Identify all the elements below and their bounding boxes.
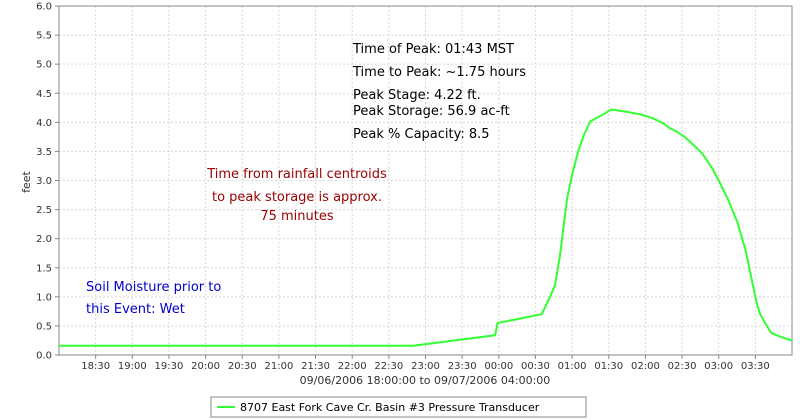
x-tick-label: 01:30: [594, 361, 623, 372]
legend: 8707 East Fork Cave Cr. Basin #3 Pressur…: [210, 396, 587, 418]
x-tick-label: 03:30: [741, 361, 770, 372]
x-tick-label: 21:00: [264, 361, 293, 372]
centroid-annotation: Time from rainfall centroids to peak sto…: [206, 167, 387, 224]
series-layer: [59, 108, 793, 347]
peak-time-text: Time of Peak: 01:43 MST: [352, 42, 514, 57]
x-tick-label: 19:30: [155, 361, 184, 372]
x-tick-label: 02:30: [668, 361, 697, 372]
y-axis-title: feet: [20, 170, 33, 192]
x-tick-label: 23:00: [411, 361, 440, 372]
legend-label: 8707 East Fork Cave Cr. Basin #3 Pressur…: [240, 401, 540, 414]
y-tick-label: 6.0: [36, 2, 52, 13]
y-tick-label: 4.0: [36, 118, 52, 129]
y-tick-label: 2.0: [36, 234, 52, 245]
centroid-line-1: Time from rainfall centroids: [206, 167, 387, 182]
x-tick-label: 00:30: [521, 361, 550, 372]
x-tick-label: 22:00: [338, 361, 367, 372]
time-to-peak-text: Time to Peak: ~1.75 hours: [352, 65, 526, 80]
y-tick-label: 4.5: [36, 89, 52, 100]
peak-annotation: Time of Peak: 01:43 MST Time to Peak: ~1…: [352, 42, 526, 142]
soil-line-1: Soil Moisture prior to: [86, 280, 221, 295]
y-tick-label: 5.5: [36, 31, 52, 42]
x-tick-label: 00:00: [484, 361, 513, 372]
soil-moisture-annotation: Soil Moisture prior to this Event: Wet: [86, 280, 221, 317]
x-tick-label: 20:30: [228, 361, 257, 372]
legend-box: [210, 396, 587, 418]
x-tick-label: 21:30: [301, 361, 330, 372]
soil-line-2: this Event: Wet: [86, 302, 185, 317]
peak-stage-text: Peak Stage: 4.22 ft.: [353, 88, 481, 103]
series-line: [59, 108, 793, 347]
y-tick-label: 0.0: [36, 351, 52, 362]
y-tick-label: 1.0: [36, 292, 52, 303]
peak-capacity-text: Peak % Capacity: 8.5: [353, 127, 490, 142]
y-axis: 0.0 0.5 1.0 1.5 2.0 2.5 3.0 3.5 4.0 4.5 5.0 5.5 6.0: [36, 2, 59, 362]
x-tick-label: 03:00: [704, 361, 733, 372]
y-tick-label: 3.5: [36, 147, 52, 158]
x-tick-label: 01:00: [558, 361, 587, 372]
x-axis: 18:30 19:00 19:30 20:00 20:30 21:00 21:30 22:00…: [81, 355, 770, 372]
centroid-line-3: 75 minutes: [260, 209, 334, 224]
x-tick-label: 22:30: [374, 361, 403, 372]
y-tick-label: 1.5: [36, 263, 52, 274]
x-tick-label: 19:00: [118, 361, 147, 372]
y-tick-label: 3.0: [36, 176, 52, 187]
y-tick-label: 0.5: [36, 321, 52, 332]
x-tick-label: 23:30: [448, 361, 477, 372]
y-tick-label: 5.0: [36, 60, 52, 71]
y-tick-label: 2.5: [36, 205, 52, 216]
x-tick-label: 18:30: [81, 361, 110, 372]
x-tick-label: 02:00: [631, 361, 660, 372]
peak-storage-text: Peak Storage: 56.9 ac-ft: [353, 104, 510, 119]
x-tick-label: 20:00: [191, 361, 220, 372]
centroid-line-2: to peak storage is approx.: [212, 190, 382, 205]
x-axis-title: 09/06/2006 18:00:00 to 09/07/2006 04:00:…: [300, 374, 551, 387]
